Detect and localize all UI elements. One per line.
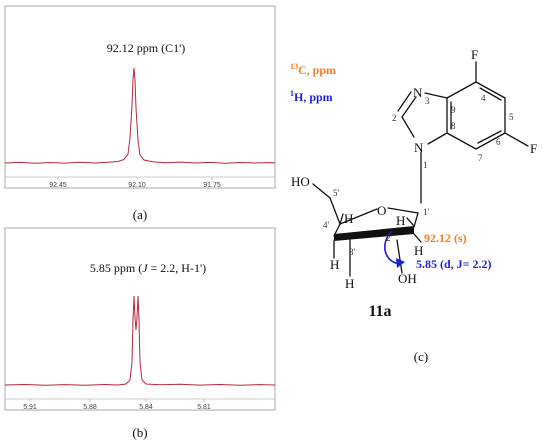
label-n4: 4 (481, 93, 486, 103)
ring-oxygen: O (377, 203, 386, 218)
h-3p: H (345, 276, 354, 291)
label-n7: 7 (478, 153, 483, 163)
compound-label: 11a (368, 303, 391, 320)
panel-b-tag: (b) (132, 425, 147, 440)
label-n5: 5 (509, 112, 514, 122)
legend-1h: 1H, ppm (290, 89, 333, 104)
c1-shift-label: 92.12 (s) (424, 231, 467, 245)
spectrum-a-tick-label: 92.10 (128, 182, 146, 189)
spectrum-a-axis: 92.45 92.10 91.75 (5, 176, 275, 189)
fluorine-top: F (471, 47, 478, 62)
hydroxyl-5p: HO (291, 174, 310, 189)
panel-c-tag: (c) (414, 349, 428, 364)
spectrum-a-peak-label: 92.12 ppm (C1') (107, 41, 186, 55)
spectrum-b-peak-label: 5.85 ppm (J = 2.2, H-1') (90, 261, 206, 275)
spectrum-a: 92.12 ppm (C1') 92.45 92.10 91.75 (a) (4, 5, 276, 222)
spectrum-b-axis: 5.91 5.88 5.84 5.81 (5, 398, 275, 411)
label-n2: 2 (392, 113, 397, 123)
structure-11a (312, 61, 529, 277)
coupling-arrowhead (396, 258, 405, 268)
label-n9: 9 (451, 105, 456, 115)
label-1p: 1' (423, 207, 430, 217)
spectrum-b-tick-label: 5.81 (197, 404, 211, 411)
structure-labels: F F N N O HO OH H H H H H 3 2 1 9 8 4 5 … (291, 47, 537, 364)
hydroxyl-2p: OH (398, 271, 417, 286)
spectrum-b-frame (4, 227, 276, 411)
spectrum-a-frame (4, 5, 276, 189)
spectrum-b-trace (4, 295, 276, 386)
h-2p: H (396, 213, 405, 228)
legend-13c: 13C, ppm (290, 62, 336, 77)
label-4p: 4' (323, 220, 330, 230)
n1-atom: N (414, 140, 424, 155)
spectrum-b-tick-label: 5.84 (139, 404, 153, 411)
panel-a-tag: (a) (133, 207, 147, 222)
label-2p: 2' (386, 233, 393, 243)
label-n1: 1 (423, 160, 428, 170)
spectrum-b-tick-label: 5.88 (83, 404, 97, 411)
h-4p-down: H (330, 257, 339, 272)
label-n8: 8 (451, 121, 456, 131)
fluorine-right: F (530, 141, 537, 156)
h-1p: H (414, 243, 423, 258)
n3-atom: N (413, 85, 423, 100)
label-5p: 5' (333, 188, 340, 198)
spectrum-a-trace (4, 67, 276, 164)
spectrum-a-tick-label: 92.45 (49, 182, 67, 189)
label-n6: 6 (496, 137, 501, 147)
legend: 13C, ppm 1H, ppm (290, 62, 336, 104)
h-4p: H (344, 211, 353, 226)
label-3p: 3' (349, 247, 356, 257)
label-n3: 3 (425, 96, 430, 106)
spectrum-a-tick-label: 91.75 (203, 182, 221, 189)
coupling-arrow (384, 231, 401, 265)
h1-shift-label: 5.85 (d, J= 2.2) (416, 257, 492, 271)
spectrum-b-tick-label: 5.91 (23, 404, 37, 411)
spectrum-b: 5.85 ppm (J = 2.2, H-1') 5.91 5.88 5.84 5.8… (4, 227, 276, 440)
